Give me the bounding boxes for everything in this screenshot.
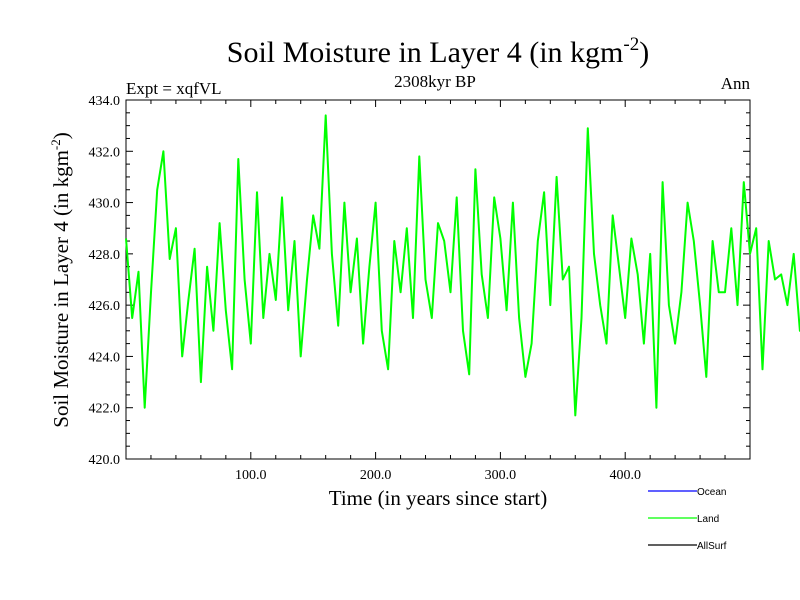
series-layer [125, 114, 800, 417]
series-line-land [125, 114, 800, 417]
legend: Ocean Land AllSurf [648, 487, 727, 552]
y-axis-label: Soil Moisture in Layer 4 (in kgm-2) [48, 132, 73, 427]
season-label: Ann [721, 74, 751, 93]
chart-title: Soil Moisture in Layer 4 (in kgm-2) [227, 34, 649, 69]
y-axis: 420.0 422.0 424.0 426.0 428.0 430.0 432.0 434.0 [89, 94, 750, 468]
y-tick-label: 424.0 [89, 350, 121, 365]
chart-title-close: ) [639, 36, 649, 69]
y-tick-label: 428.0 [89, 248, 121, 263]
experiment-label: Expt = xqfVL [126, 79, 222, 98]
legend-label-allsurf: AllSurf [697, 541, 727, 552]
y-tick-label: 426.0 [89, 299, 121, 314]
y-tick-label: 430.0 [89, 197, 121, 212]
y-tick-label: 420.0 [89, 453, 121, 468]
legend-label-ocean: Ocean [697, 487, 726, 498]
legend-label-land: Land [697, 514, 719, 525]
y-axis-label-sup: -2 [48, 139, 63, 150]
x-tick-label: 100.0 [235, 468, 267, 483]
x-tick-label: 200.0 [360, 468, 392, 483]
x-axis: 100.0 200.0 300.0 400.0 [150, 100, 726, 483]
x-axis-label: Time (in years since start) [329, 486, 548, 510]
x-tick-label: 300.0 [485, 468, 517, 483]
chart-title-main: Soil Moisture in Layer 4 (in kgm [227, 36, 624, 69]
y-tick-label: 422.0 [89, 402, 121, 417]
y-tick-label: 432.0 [89, 145, 121, 160]
y-axis-label-main: Soil Moisture in Layer 4 (in kgm [49, 150, 73, 428]
y-axis-label-close: ) [49, 132, 73, 139]
chart-title-sup: -2 [623, 34, 639, 55]
chart-subtitle: 2308kyr BP [394, 72, 476, 91]
y-tick-label: 434.0 [89, 94, 121, 109]
x-tick-label: 400.0 [609, 468, 641, 483]
